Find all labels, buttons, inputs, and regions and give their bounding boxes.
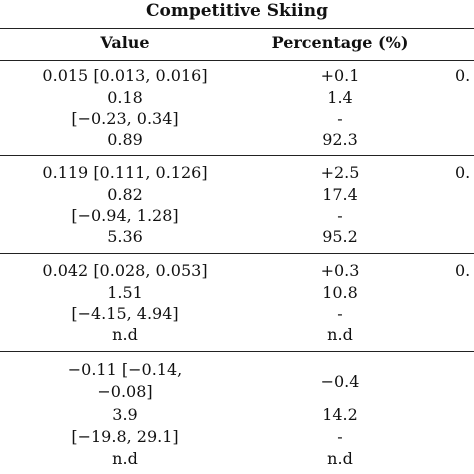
- table-row: −0.11 [−0.14,: [67, 360, 183, 379]
- table-row: 0.18: [107, 88, 143, 107]
- header-percentage: Percentage (%): [271, 33, 409, 52]
- table-row-pct: +2.5: [320, 163, 360, 182]
- table-row: 0.119 [0.111, 0.126]: [42, 163, 208, 182]
- table-row-pct: 95.2: [322, 227, 358, 246]
- block-rule: [0, 351, 474, 352]
- table-row: 0.015 [0.013, 0.016]: [42, 66, 208, 85]
- table-row-pct: +0.3: [320, 261, 360, 280]
- block-rule: [0, 253, 474, 254]
- table-row: [−19.8, 29.1]: [71, 427, 179, 446]
- table-row-pct: n.d: [327, 449, 353, 468]
- table-row-extra: 0.: [455, 261, 471, 280]
- table-row: n.d: [112, 449, 138, 468]
- table-row: [−0.94, 1.28]: [71, 206, 179, 225]
- table-row-pct: 14.2: [322, 405, 358, 424]
- table-row-pct: +0.1: [320, 66, 360, 85]
- table-row-pct: 10.8: [322, 283, 358, 302]
- table-row: n.d: [112, 325, 138, 344]
- table-row: [−0.23, 0.34]: [71, 109, 179, 128]
- table-row: [−4.15, 4.94]: [71, 304, 179, 323]
- header-value: Value: [100, 33, 150, 52]
- table-row-extra: 0.: [455, 163, 471, 182]
- table-row: 5.36: [107, 227, 143, 246]
- table-row: 1.51: [107, 283, 143, 302]
- table-row-extra: 0.: [455, 66, 471, 85]
- table-row-pct: 1.4: [327, 88, 353, 107]
- table-row: 0.042 [0.028, 0.053]: [42, 261, 208, 280]
- table-row-pct: -: [337, 427, 343, 446]
- table-row: 0.82: [107, 185, 143, 204]
- table-row-pct: −0.4: [320, 372, 360, 391]
- table-row-pct: -: [337, 206, 343, 225]
- table-row-pct: n.d: [327, 325, 353, 344]
- table-row-pct: 92.3: [322, 130, 358, 149]
- table-row: −0.08]: [97, 382, 153, 401]
- table-row-pct: -: [337, 109, 343, 128]
- table-row-pct: -: [337, 304, 343, 323]
- block-rule: [0, 155, 474, 156]
- header-rule: [0, 60, 474, 61]
- table-row-pct: 17.4: [322, 185, 358, 204]
- top-rule: [0, 28, 474, 29]
- table-title: Competitive Skiing: [145, 1, 328, 21]
- table-row: 0.89: [107, 130, 143, 149]
- table-row: 3.9: [112, 405, 138, 424]
